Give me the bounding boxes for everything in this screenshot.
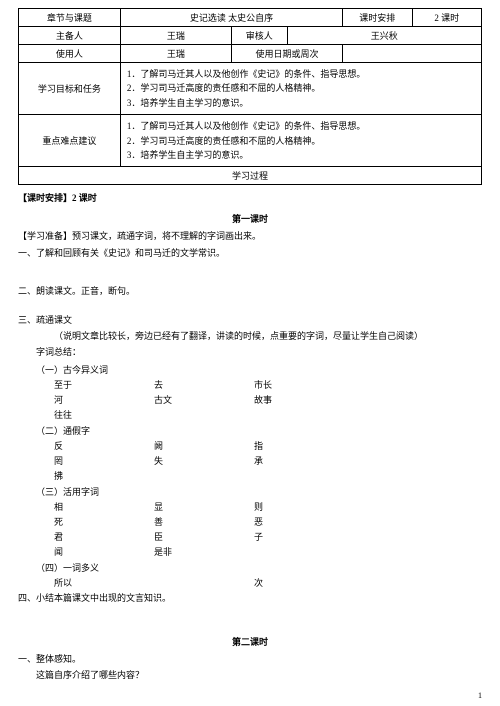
prep-note: 【学习准备】预习课文，疏通字词，将不理解的字词画出来。	[18, 229, 482, 243]
g1-row1: 至于 去 市长	[18, 378, 482, 391]
cell-goals-label: 学习目标和任务	[19, 63, 121, 115]
group3-label: （三）活用字词	[18, 485, 482, 498]
g3-row4: 闻 是非	[18, 545, 482, 558]
g2-row3: 拂	[18, 469, 482, 482]
section-3-note: （说明文章比较长，旁边已经有了翻译，讲读的时候，点重要的字词，尽量让学生自己阅读…	[18, 329, 482, 343]
section-1: 一、了解和回顾有关《史记》和司马迁的文学常识。	[18, 246, 482, 260]
word: 至于	[54, 378, 154, 391]
schedule-heading: 【课时安排】2 课时	[18, 191, 482, 204]
cell-goals-list: 1．了解司马迁其人以及他创作《史记》的条件、指导思想。 2．学习司马迁高度的责任…	[120, 63, 481, 115]
word: 臣	[154, 530, 254, 543]
cell-date-label: 使用日期或周次	[231, 45, 342, 63]
group1-label: （一）古今异义词	[18, 363, 482, 376]
focus-1: 1．了解司马迁其人以及他创作《史记》的条件、指导思想。	[127, 119, 475, 133]
g3-row3: 君 臣 子	[18, 530, 482, 543]
word: 君	[54, 530, 154, 543]
goal-3: 3．培养学生自主学习的意识。	[127, 96, 475, 110]
word: 次	[254, 576, 354, 589]
word: 河	[54, 393, 154, 406]
cell-focus-label: 重点难点建议	[19, 115, 121, 167]
g3-row1: 相 显 则	[18, 500, 482, 513]
word: 所以	[54, 576, 154, 589]
word: 去	[154, 378, 254, 391]
group2-label: （二）通假字	[18, 424, 482, 437]
g4-row1: 所以 次	[18, 576, 482, 589]
g1-row3: 往往	[18, 408, 482, 421]
cell-author-value: 王瑞	[120, 27, 231, 45]
word: 闻	[54, 545, 154, 558]
section-2: 二、朗读课文。正音，断句。	[18, 284, 482, 298]
goal-1: 1．了解司马迁其人以及他创作《史记》的条件、指导思想。	[127, 67, 475, 81]
word: 指	[254, 439, 354, 452]
word: 是非	[154, 545, 254, 558]
lesson2-title: 第二课时	[18, 635, 482, 648]
word: 子	[254, 530, 354, 543]
word: 往往	[54, 408, 154, 421]
group4-label: （四）一词多义	[18, 561, 482, 574]
word: 失	[154, 454, 254, 467]
page-number: 1	[478, 691, 482, 700]
word: 拂	[54, 469, 154, 482]
section-4: 四、小结本篇课文中出现的文言知识。	[18, 591, 482, 605]
focus-3: 3．培养学生自主学习的意识。	[127, 148, 475, 162]
cell-date-value	[343, 45, 482, 63]
word: 善	[154, 515, 254, 528]
word: 阙	[154, 439, 254, 452]
word: 显	[154, 500, 254, 513]
g2-row2: 罔 失 承	[18, 454, 482, 467]
word: 恶	[254, 515, 354, 528]
word: 古文	[154, 393, 254, 406]
g1-row2: 河 古文 故事	[18, 393, 482, 406]
cell-process-label: 学习过程	[19, 167, 482, 185]
header-table: 章节与课题 史记选读 太史公自序 课时安排 2 课时 主备人 王瑞 审核人 王兴…	[18, 8, 482, 185]
word: 死	[54, 515, 154, 528]
focus-2: 2．学习司马迁高度的责任感和不屈的人格精神。	[127, 134, 475, 148]
word	[154, 576, 254, 589]
goal-2: 2．学习司马迁高度的责任感和不屈的人格精神。	[127, 81, 475, 95]
cell-hours-label: 课时安排	[343, 9, 412, 27]
word: 反	[54, 439, 154, 452]
cell-chapter-label: 章节与课题	[19, 9, 121, 27]
cell-author-label: 主备人	[19, 27, 121, 45]
word: 罔	[54, 454, 154, 467]
word: 故事	[254, 393, 354, 406]
cell-user-value: 王瑞	[120, 45, 231, 63]
cell-user-label: 使用人	[19, 45, 121, 63]
l2-question: 这篇自序介绍了哪些内容？	[18, 668, 482, 682]
l2-section-1: 一、整体感知。	[18, 652, 482, 666]
g3-row2: 死 善 恶	[18, 515, 482, 528]
word: 则	[254, 500, 354, 513]
section-3: 三、疏通课文	[18, 313, 482, 327]
lesson1-title: 第一课时	[18, 212, 482, 225]
word: 相	[54, 500, 154, 513]
cell-hours-value: 2 课时	[412, 9, 482, 27]
cell-chapter-value: 史记选读 太史公自序	[120, 9, 342, 27]
word: 市长	[254, 378, 354, 391]
words-summary-label: 字词总结：	[18, 345, 482, 359]
word: 承	[254, 454, 354, 467]
cell-reviewer-label: 审核人	[231, 27, 287, 45]
g2-row1: 反 阙 指	[18, 439, 482, 452]
cell-focus-list: 1．了解司马迁其人以及他创作《史记》的条件、指导思想。 2．学习司马迁高度的责任…	[120, 115, 481, 167]
cell-reviewer-value: 王兴秋	[287, 27, 481, 45]
